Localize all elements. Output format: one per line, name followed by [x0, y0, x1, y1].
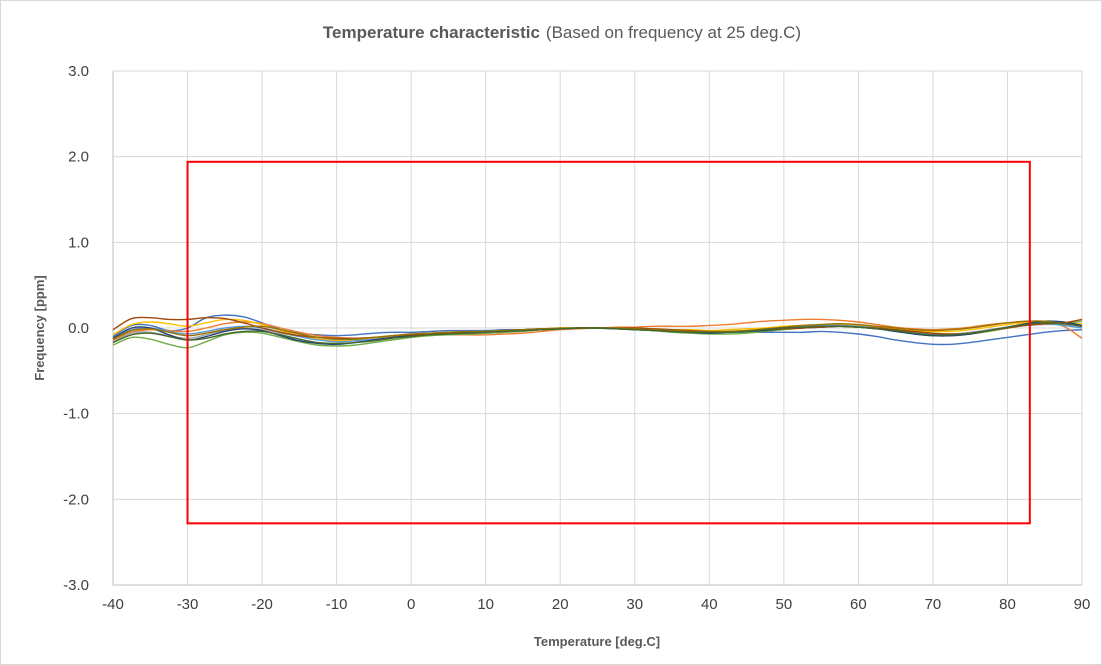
chart-title: Temperature characteristic (Based on freq…	[323, 23, 801, 42]
y-tick-label: 0.0	[68, 320, 89, 337]
y-tick-label: -1.0	[63, 406, 89, 423]
x-tick-label: 20	[552, 596, 569, 613]
series-line-10	[112, 322, 1083, 345]
x-tick-label: 80	[999, 596, 1016, 613]
x-tick-label: 50	[776, 596, 793, 613]
y-tick-label: -3.0	[63, 577, 89, 594]
x-tick-label: -30	[177, 596, 199, 613]
x-axis-label: Temperature [deg.C]	[534, 634, 660, 649]
x-tick-label: 60	[850, 596, 867, 613]
x-tick-label: 10	[477, 596, 494, 613]
x-tick-label: 30	[626, 596, 643, 613]
x-tick-label: 0	[407, 596, 415, 613]
x-tick-labels: -40 -30 -20 -10 0 10 20 30 40 50 60 70 80 90	[102, 596, 1090, 613]
chart-subtitle: (Based on frequency at 25 deg.C)	[546, 23, 801, 42]
axes	[112, 71, 1082, 586]
y-tick-label: 3.0	[68, 63, 89, 80]
x-tick-label: -40	[102, 596, 124, 613]
x-tick-label: -20	[251, 596, 273, 613]
spec-box	[186, 160, 1031, 525]
y-axis-label: Frequency [ppm]	[32, 275, 47, 380]
x-tick-label: 70	[925, 596, 942, 613]
chart-title-main: Temperature characteristic	[323, 23, 540, 42]
x-tick-label: -10	[326, 596, 348, 613]
x-tick-label: 90	[1074, 596, 1091, 613]
series-lines	[112, 314, 1083, 349]
y-tick-labels: 3.0 2.0 1.0 0.0 -1.0 -2.0 -3.0	[63, 63, 89, 594]
x-tick-label: 40	[701, 596, 718, 613]
y-tick-label: 1.0	[68, 234, 89, 251]
y-tick-label: 2.0	[68, 149, 89, 166]
y-tick-label: -2.0	[63, 491, 89, 508]
